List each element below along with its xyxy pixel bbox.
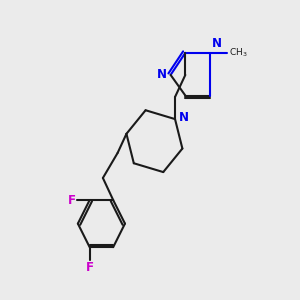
Text: N: N (212, 38, 222, 50)
Text: CH$_3$: CH$_3$ (229, 46, 248, 59)
Text: N: N (157, 68, 167, 81)
Text: N: N (178, 111, 189, 124)
Text: F: F (68, 194, 76, 207)
Text: F: F (85, 261, 94, 274)
